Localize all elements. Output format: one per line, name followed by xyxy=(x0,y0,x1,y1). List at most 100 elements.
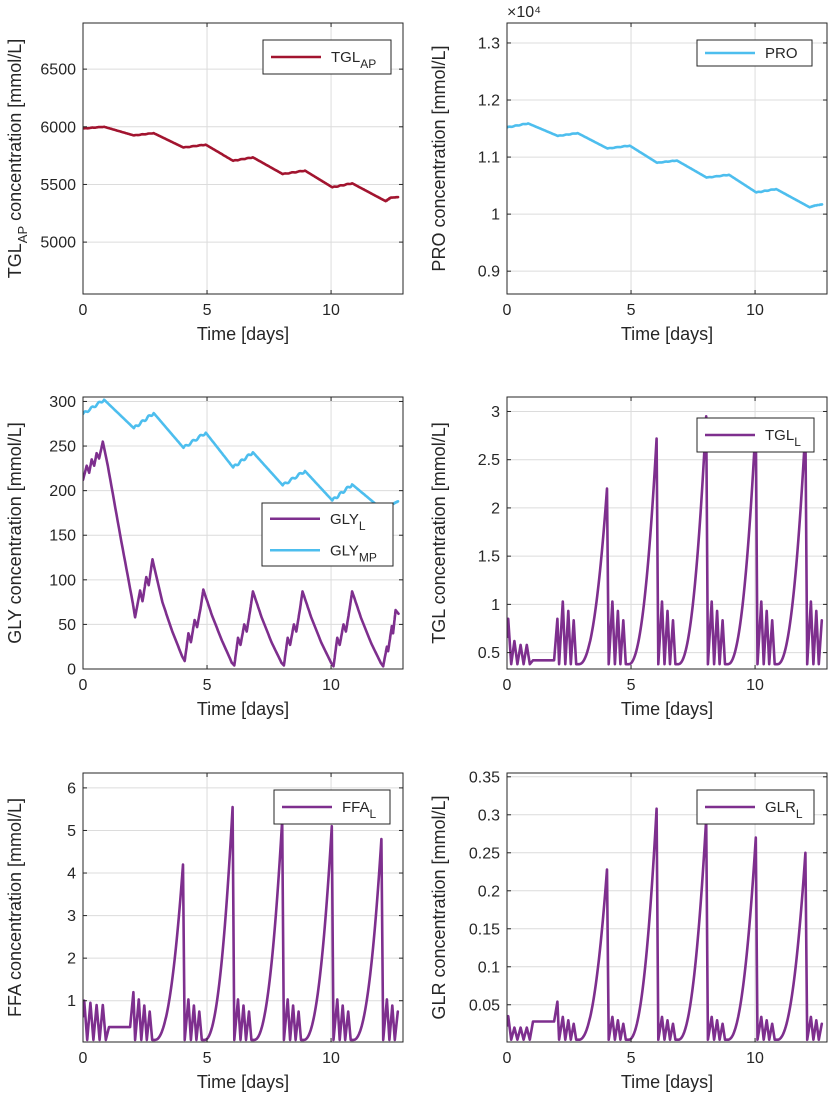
axes-frame xyxy=(506,772,828,1043)
axes-frame xyxy=(82,772,404,1043)
y-tick-label: 2.5 xyxy=(478,452,500,469)
legend-label-sub: MP xyxy=(359,550,377,564)
series-line-pro xyxy=(507,122,824,209)
y-tick-label: 50 xyxy=(58,617,76,634)
y-axis-label: GLY concentration [mmol/L] xyxy=(5,422,25,643)
axes-frame xyxy=(82,396,404,670)
x-tick-label: 5 xyxy=(627,1050,636,1067)
y-tick-label: 1.1 xyxy=(478,150,500,167)
x-tick-label: 0 xyxy=(503,677,512,694)
chart-ffa_l: 0 5 10 1 2 3 4 5 6 Time [days] FFA concentration [… xyxy=(5,772,404,1092)
chart-tgl_l: 0 5 10 0.5 1 1.5 2 2.5 3 Time [days] TGL concentra… xyxy=(429,396,828,719)
x-axis-label: Time [days] xyxy=(621,1072,713,1092)
legend-label: GLRL xyxy=(765,799,803,821)
legend-label: PRO xyxy=(765,45,798,62)
legend-label-sub: L xyxy=(794,435,801,449)
x-tick-label: 0 xyxy=(79,302,88,319)
y-axis-label-rest: concentration [mmol/L] xyxy=(429,422,449,609)
x-axis-label: Time [days] xyxy=(197,1072,289,1092)
chart-pro: 0 5 10 0.9 1 1.1 1.2 1.3 ×10⁴ Time [days] PRO conc… xyxy=(429,4,828,344)
x-tick-label: 0 xyxy=(79,1050,88,1067)
legend: PRO xyxy=(696,39,813,67)
axes-frame xyxy=(506,22,828,295)
legend-label-sub: L xyxy=(796,807,803,821)
y-axis-label-rest: concentration [mmol/L] xyxy=(429,795,449,982)
series-line-gly-l xyxy=(83,440,400,668)
y-tick-label: 0.05 xyxy=(469,997,500,1014)
x-tick-label: 10 xyxy=(746,302,764,319)
legend: TGLAP xyxy=(262,39,392,75)
axes-frame xyxy=(506,396,828,670)
y-axis-label-rest: concentration [mmol/L] xyxy=(5,422,25,609)
y-axis-label-base: GLY xyxy=(5,609,25,644)
y-axis-label: PRO concentration [mmol/L] xyxy=(429,45,449,271)
y-tick-label: 5 xyxy=(67,823,76,840)
legend-label-base: FFA xyxy=(342,799,370,816)
x-tick-label: 5 xyxy=(203,1050,212,1067)
x-axis-label: Time [days] xyxy=(621,699,713,719)
x-tick-label: 10 xyxy=(322,677,340,694)
y-tick-label: 0 xyxy=(67,662,76,679)
y-tick-label: 1 xyxy=(491,597,500,614)
y-axis-label-rest: concentration [mmol/L] xyxy=(5,39,25,226)
y-axis-label: FFA concentration [mmol/L] xyxy=(5,798,25,1017)
y-tick-label: 0.2 xyxy=(478,883,500,900)
y-tick-label: 150 xyxy=(49,528,76,545)
y-axis-label-base: TGL xyxy=(429,609,449,644)
y-tick-label: 5000 xyxy=(40,235,76,252)
y-tick-label: 1.5 xyxy=(478,549,500,566)
x-axis-label: Time [days] xyxy=(197,699,289,719)
y-axis-label-base: TGL xyxy=(5,243,25,278)
y-axis-label-rest: concentration [mmol/L] xyxy=(5,798,25,985)
x-axis-label: Time [days] xyxy=(197,324,289,344)
y-axis-label-base: PRO xyxy=(429,233,449,272)
y-tick-label: 6000 xyxy=(40,119,76,136)
legend-label-sub: AP xyxy=(360,57,376,71)
x-axis-label: Time [days] xyxy=(621,324,713,344)
x-tick-label: 0 xyxy=(503,302,512,319)
y-tick-label: 0.3 xyxy=(478,807,500,824)
legend-label: FFAL xyxy=(342,799,377,821)
x-tick-label: 0 xyxy=(503,1050,512,1067)
y-tick-label: 6500 xyxy=(40,62,76,79)
x-tick-label: 10 xyxy=(746,677,764,694)
y-tick-label: 250 xyxy=(49,439,76,456)
legend-label-base: GLY xyxy=(330,542,359,559)
y-tick-label: 1 xyxy=(67,993,76,1010)
legend: GLRL xyxy=(696,789,815,825)
y-axis-label-rest: concentration [mmol/L] xyxy=(429,45,449,232)
y-exponent-label: ×10⁴ xyxy=(507,4,541,21)
legend-box xyxy=(261,502,394,567)
plot-area xyxy=(506,22,828,295)
y-tick-label: 3 xyxy=(67,908,76,925)
y-tick-label: 6 xyxy=(67,780,76,797)
series-line-tgl-ap xyxy=(83,125,400,203)
y-tick-label: 0.9 xyxy=(478,264,500,281)
y-tick-label: 1.3 xyxy=(478,35,500,52)
y-tick-label: 300 xyxy=(49,394,76,411)
x-tick-label: 10 xyxy=(746,1050,764,1067)
legend-label-base: TGL xyxy=(331,49,360,66)
x-tick-label: 0 xyxy=(79,677,88,694)
y-tick-label: 200 xyxy=(49,483,76,500)
legend-label-base: PRO xyxy=(765,45,798,62)
y-axis-label-base: GLR xyxy=(429,983,449,1020)
chart-glr_l: 0 5 10 0.05 0.1 0.15 0.2 0.25 0.3 0.35 Time [days]… xyxy=(429,769,828,1092)
legend: TGLL xyxy=(696,417,815,453)
y-tick-label: 4 xyxy=(67,866,76,883)
legend-label-sub: L xyxy=(370,807,377,821)
legend-label: TGLAP xyxy=(331,49,376,71)
legend-label: TGLL xyxy=(765,427,801,449)
y-tick-label: 1.2 xyxy=(478,93,500,110)
y-tick-label: 0.1 xyxy=(478,959,500,976)
x-tick-label: 10 xyxy=(322,302,340,319)
y-tick-label: 0.35 xyxy=(469,769,500,786)
x-tick-label: 5 xyxy=(203,302,212,319)
x-tick-label: 5 xyxy=(203,677,212,694)
x-tick-label: 10 xyxy=(322,1050,340,1067)
x-tick-label: 5 xyxy=(627,302,636,319)
